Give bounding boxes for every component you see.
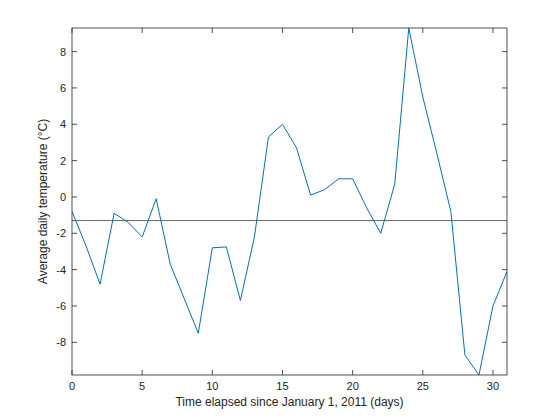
y-tick-label: -2 [56,227,66,239]
y-tick [72,305,77,306]
y-tick [502,51,507,52]
x-tick [212,28,213,33]
x-tick-label: 5 [139,380,145,392]
x-tick [422,28,423,33]
y-tick [502,305,507,306]
mean-line [72,220,507,221]
x-tick [492,370,493,375]
y-tick [72,342,77,343]
y-tick-label: 8 [60,46,66,58]
x-tick-label: 0 [69,380,75,392]
y-tick-label: 0 [60,191,66,203]
x-tick [282,370,283,375]
chart-root: 0 5 10 15 20 25 30 -8 -6 -4 -2 0 2 4 6 8 Time elapsed si… [0,0,560,420]
y-tick [502,196,507,197]
y-tick [502,87,507,88]
y-tick [72,87,77,88]
x-tick [352,370,353,375]
y-tick [502,269,507,270]
x-tick [142,370,143,375]
x-tick-label: 25 [417,380,429,392]
y-tick-label: 4 [60,118,66,130]
y-tick [502,233,507,234]
y-tick [72,233,77,234]
y-tick-label: -6 [56,300,66,312]
x-tick [212,370,213,375]
background [0,0,560,420]
y-tick [72,51,77,52]
y-tick [72,124,77,125]
x-tick [422,370,423,375]
y-tick [72,196,77,197]
chart: 0 5 10 15 20 25 30 -8 -6 -4 -2 0 2 4 6 8 Time elapsed si… [0,0,560,420]
y-tick [72,160,77,161]
data-line [72,28,507,375]
axes-frame [72,28,507,375]
x-tick [492,28,493,33]
x-tick-label: 30 [487,380,499,392]
y-tick [502,160,507,161]
plot-area [72,28,507,375]
x-tick-label: 10 [206,380,218,392]
y-tick-label: -8 [56,336,66,348]
data-group [72,28,507,375]
x-tick [142,28,143,33]
x-axis-label: Time elapsed since January 1, 2011 (days… [175,395,403,409]
y-tick [72,269,77,270]
x-tick [352,28,353,33]
y-tick [502,342,507,343]
x-tick-label: 15 [276,380,288,392]
y-tick [502,124,507,125]
x-tick [282,28,283,33]
y-axis-label: Average daily temperature (°C) [36,119,50,284]
x-tick-label: 20 [347,380,359,392]
y-tick-label: 6 [60,82,66,94]
y-tick-label: -4 [56,264,66,276]
y-tick-label: 2 [60,155,66,167]
